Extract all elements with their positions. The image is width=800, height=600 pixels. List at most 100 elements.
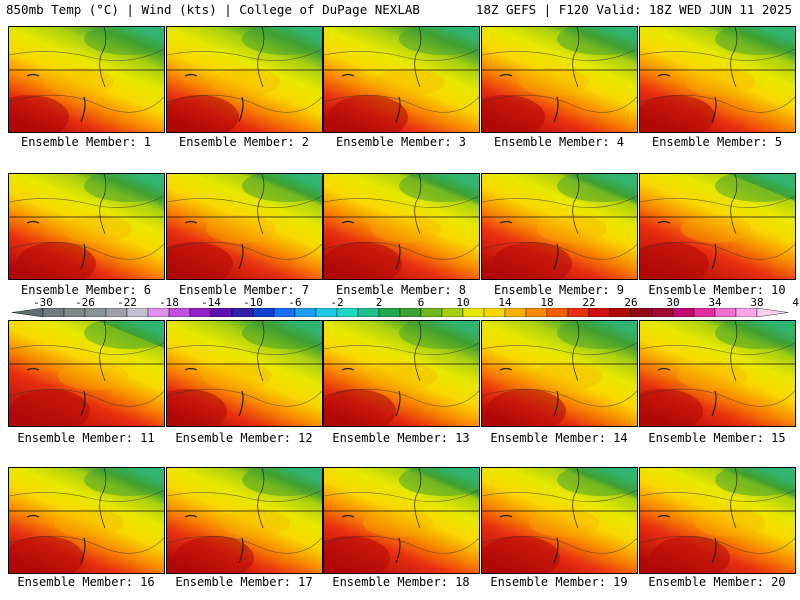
colorbar-swatch bbox=[63, 308, 86, 317]
colorbar-swatch bbox=[42, 308, 65, 317]
temperature-map bbox=[167, 174, 322, 279]
ensemble-map-panel bbox=[481, 467, 638, 574]
ensemble-member-label: Ensemble Member: 7 bbox=[178, 283, 310, 297]
temperature-map bbox=[167, 468, 322, 573]
ensemble-member-label: Ensemble Member: 4 bbox=[493, 135, 625, 149]
ensemble-member-label: Ensemble Member: 17 bbox=[175, 575, 313, 589]
colorbar-tick-label: 26 bbox=[624, 296, 638, 309]
temperature-map bbox=[324, 321, 479, 426]
colorbar-swatch bbox=[336, 308, 359, 317]
ensemble-map-panel bbox=[481, 173, 638, 280]
ensemble-map-panel bbox=[481, 320, 638, 427]
temperature-map bbox=[324, 174, 479, 279]
colorbar-tick-label: 30 bbox=[666, 296, 680, 309]
colorbar-tick-label: 42 bbox=[792, 296, 800, 309]
temperature-map bbox=[167, 27, 322, 132]
temperature-map bbox=[640, 27, 795, 132]
colorbar-swatch bbox=[441, 308, 464, 317]
colorbar-swatch bbox=[105, 308, 128, 317]
colorbar-swatch bbox=[84, 308, 107, 317]
temperature-map bbox=[9, 468, 164, 573]
ensemble-member-label: Ensemble Member: 13 bbox=[332, 431, 470, 445]
colorbar-tick-label: 22 bbox=[582, 296, 596, 309]
colorbar-tick-label: 10 bbox=[456, 296, 470, 309]
colorbar-swatch bbox=[483, 308, 506, 317]
ensemble-map-panel bbox=[481, 26, 638, 133]
colorbar-swatch bbox=[168, 308, 191, 317]
ensemble-member-label: Ensemble Member: 9 bbox=[493, 283, 625, 297]
colorbar-tick-label: 14 bbox=[498, 296, 512, 309]
temperature-colorbar bbox=[12, 308, 788, 317]
temperature-map bbox=[482, 27, 637, 132]
colorbar-swatch bbox=[210, 308, 233, 317]
colorbar-swatch bbox=[756, 308, 788, 317]
ensemble-map-panel bbox=[323, 467, 480, 574]
colorbar-tick-label: 18 bbox=[540, 296, 554, 309]
temperature-map bbox=[324, 27, 479, 132]
ensemble-map-panel bbox=[166, 320, 323, 427]
temperature-map bbox=[167, 321, 322, 426]
ensemble-member-label: Ensemble Member: 3 bbox=[335, 135, 467, 149]
temperature-map bbox=[640, 468, 795, 573]
ensemble-map-panel bbox=[639, 320, 796, 427]
ensemble-map-panel bbox=[8, 173, 165, 280]
colorbar-tick-label: -30 bbox=[33, 296, 53, 309]
colorbar-swatch bbox=[147, 308, 170, 317]
colorbar-swatch bbox=[462, 308, 485, 317]
colorbar-swatch bbox=[525, 308, 548, 317]
colorbar-tick-label: -2 bbox=[330, 296, 344, 309]
ensemble-member-label: Ensemble Member: 5 bbox=[651, 135, 783, 149]
colorbar-swatch bbox=[630, 308, 653, 317]
ensemble-member-label: Ensemble Member: 15 bbox=[648, 431, 786, 445]
colorbar-tick-label: -10 bbox=[243, 296, 263, 309]
colorbar-tick-label: 2 bbox=[375, 296, 383, 309]
ensemble-member-label: Ensemble Member: 2 bbox=[178, 135, 310, 149]
colorbar-swatch bbox=[252, 308, 275, 317]
temperature-map bbox=[482, 321, 637, 426]
ensemble-member-label: Ensemble Member: 1 bbox=[20, 135, 152, 149]
ensemble-member-label: Ensemble Member: 11 bbox=[17, 431, 155, 445]
ensemble-member-label: Ensemble Member: 16 bbox=[17, 575, 155, 589]
ensemble-map-panel bbox=[323, 26, 480, 133]
ensemble-map-panel bbox=[8, 320, 165, 427]
ensemble-map-panel bbox=[166, 467, 323, 574]
colorbar-swatch bbox=[273, 308, 296, 317]
temperature-map bbox=[482, 174, 637, 279]
ensemble-map-panel bbox=[8, 26, 165, 133]
colorbar-swatch bbox=[315, 308, 338, 317]
ensemble-map-panel bbox=[323, 173, 480, 280]
temperature-map bbox=[9, 27, 164, 132]
ensemble-map-panel bbox=[323, 320, 480, 427]
ensemble-map-panel bbox=[639, 26, 796, 133]
temperature-map bbox=[640, 321, 795, 426]
colorbar-swatch bbox=[651, 308, 674, 317]
colorbar-swatch bbox=[231, 308, 254, 317]
colorbar-swatch bbox=[126, 308, 149, 317]
ensemble-member-label: Ensemble Member: 19 bbox=[490, 575, 628, 589]
colorbar-tick-label: -26 bbox=[75, 296, 95, 309]
temperature-map bbox=[482, 468, 637, 573]
colorbar-tick-label: 38 bbox=[750, 296, 764, 309]
ensemble-member-label: Ensemble Member: 12 bbox=[175, 431, 313, 445]
colorbar-swatch bbox=[567, 308, 590, 317]
colorbar-swatch bbox=[294, 308, 317, 317]
ensemble-member-label: Ensemble Member: 14 bbox=[490, 431, 628, 445]
ensemble-map-panel bbox=[639, 173, 796, 280]
colorbar-tick-label: 34 bbox=[708, 296, 722, 309]
map-title: 850mb Temp (°C) | Wind (kts) | College o… bbox=[6, 2, 420, 17]
colorbar-swatch bbox=[735, 308, 758, 317]
colorbar-swatch bbox=[672, 308, 695, 317]
ensemble-map-panel bbox=[8, 467, 165, 574]
colorbar-swatch bbox=[420, 308, 443, 317]
ensemble-map-panel bbox=[166, 26, 323, 133]
colorbar-swatch bbox=[399, 308, 422, 317]
valid-time: 18Z GEFS | F120 Valid: 18Z WED JUN 11 20… bbox=[475, 2, 792, 17]
colorbar-swatch bbox=[609, 308, 632, 317]
colorbar-swatch bbox=[546, 308, 569, 317]
ensemble-member-label: Ensemble Member: 6 bbox=[20, 283, 152, 297]
colorbar-tick-label: 6 bbox=[417, 296, 425, 309]
ensemble-member-label: Ensemble Member: 18 bbox=[332, 575, 470, 589]
colorbar-swatch bbox=[189, 308, 212, 317]
ensemble-member-label: Ensemble Member: 10 bbox=[648, 283, 786, 297]
colorbar-tick-label: -14 bbox=[201, 296, 221, 309]
